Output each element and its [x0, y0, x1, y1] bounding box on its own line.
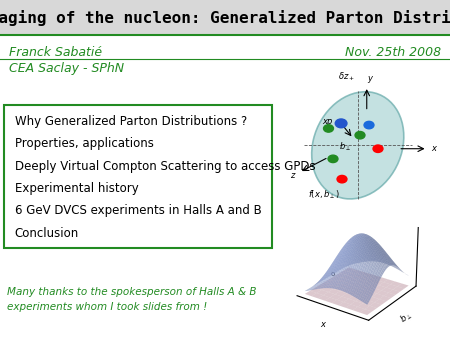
Text: $b_\perp$: $b_\perp$: [339, 140, 351, 153]
Circle shape: [328, 155, 338, 163]
Text: xp: xp: [322, 117, 332, 126]
Circle shape: [337, 175, 347, 183]
FancyBboxPatch shape: [4, 105, 272, 248]
Text: Deeply Virtual Compton Scattering to access GPDs: Deeply Virtual Compton Scattering to acc…: [15, 160, 315, 173]
Text: x: x: [431, 144, 436, 153]
Text: Many thanks to the spokesperson of Halls A & B
experiments whom I took slides fr: Many thanks to the spokesperson of Halls…: [7, 287, 256, 312]
FancyBboxPatch shape: [0, 0, 450, 35]
Circle shape: [364, 121, 374, 129]
Text: Franck Sabatié: Franck Sabatié: [9, 46, 102, 59]
Circle shape: [335, 119, 347, 128]
Text: Why Generalized Parton Distributions ?: Why Generalized Parton Distributions ?: [15, 115, 247, 128]
Y-axis label: $b_\perp$: $b_\perp$: [398, 309, 415, 326]
X-axis label: x: x: [320, 320, 325, 329]
Text: Conclusion: Conclusion: [15, 227, 79, 240]
Circle shape: [373, 145, 383, 152]
Circle shape: [324, 125, 333, 132]
Circle shape: [355, 131, 365, 139]
Text: CEA Saclay - SPhN: CEA Saclay - SPhN: [9, 62, 124, 75]
Text: Experimental history: Experimental history: [15, 182, 139, 195]
Text: 6 GeV DVCS experiments in Halls A and B: 6 GeV DVCS experiments in Halls A and B: [15, 204, 261, 217]
Text: 2-3D imaging of the nucleon: Generalized Parton Distributions: 2-3D imaging of the nucleon: Generalized…: [0, 9, 450, 26]
Text: $\delta z_+$: $\delta z_+$: [338, 70, 355, 83]
Text: y: y: [368, 74, 373, 83]
Ellipse shape: [312, 92, 404, 199]
Text: Nov. 25th 2008: Nov. 25th 2008: [345, 46, 441, 59]
Text: Properties, applications: Properties, applications: [15, 138, 154, 150]
Text: z: z: [290, 171, 295, 180]
